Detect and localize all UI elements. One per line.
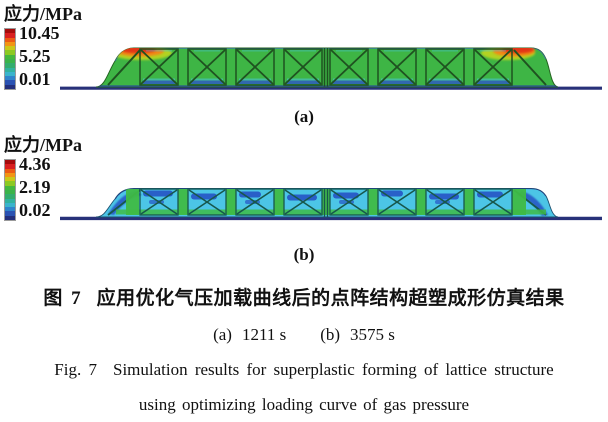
stress-legend-a: 应力/MPa 10.45 5.25 0.01 [4,3,82,90]
tick-max-a: 10.45 [19,23,60,43]
caption-zh-number: 图 7 [43,288,83,309]
tick-min-a: 0.01 [19,69,51,89]
colorbar-ticks-b: 4.36 2.19 0.02 [19,155,51,219]
subcaption-a-label: (a) [213,325,232,344]
subcaption-a: (a) 1211 s [213,325,286,345]
caption-chinese: 图 7 应用优化气压加载曲线后的点阵结构超塑成形仿真结果 [0,283,608,310]
legend-title-b: 应力/MPa [4,135,82,155]
simulation-image-a [60,47,602,90]
subcaption-b-label: (b) [320,325,341,344]
tick-min-b: 0.02 [19,200,51,220]
caption-en-text: Simulation results for superplastic form… [112,360,554,379]
panel-label-b: (b) [293,245,315,264]
caption-en-number: Fig. 7 [54,360,97,379]
caption-english-line1: Fig. 7 Simulation results for superplasti… [0,360,608,380]
caption-zh-text: 应用优化气压加载曲线后的点阵结构超塑成形仿真结果 [96,288,565,309]
lattice-truss-a [96,48,558,87]
caption-english-line2: using optimizing loading curve of gas pr… [138,395,470,414]
legend-title-a: 应力/MPa [4,4,82,24]
tick-max-b: 4.36 [19,154,51,174]
simulation-image-b [60,188,602,221]
tick-mid-a: 5.25 [19,46,51,66]
colorbar-ticks-a: 10.45 5.25 0.01 [19,24,60,88]
subcaption-a-time: 1211 s [241,325,287,344]
stress-legend-b: 应力/MPa 4.36 2.19 0.02 [4,134,82,221]
subcaption-b-time: 3575 s [350,325,395,344]
caption-subfigure-times: (a) 1211 s (b) 3575 s [0,325,608,345]
colorbar-b [4,159,16,221]
panel-label-a: (a) [294,107,314,126]
colorbar-a [4,28,16,90]
subcaption-b: (b) 3575 s [320,325,395,345]
lattice-truss-b [107,188,548,217]
tick-mid-b: 2.19 [19,177,51,197]
